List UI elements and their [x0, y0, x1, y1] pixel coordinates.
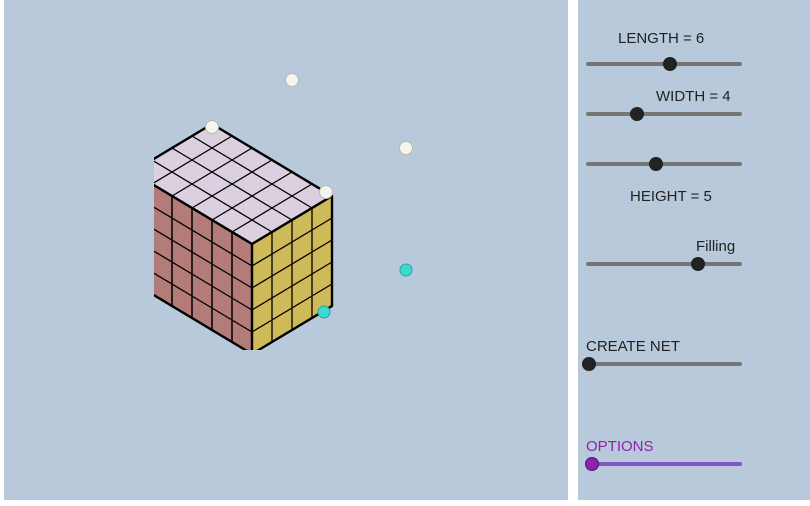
create-net-slider-thumb[interactable]: [582, 357, 596, 371]
prism-vertex-white-1[interactable]: [205, 120, 219, 134]
length-slider-thumb[interactable]: [663, 57, 677, 71]
width-label: WIDTH = 4: [656, 88, 731, 105]
prism-vertex-white-3[interactable]: [319, 185, 333, 199]
controls-panel: LENGTH = 6 WIDTH = 4 HEIGHT = 5 Filling: [578, 0, 810, 500]
prism-vertex-white-0[interactable]: [285, 73, 299, 87]
prism-vertex-cyan-0[interactable]: [400, 264, 413, 277]
length-label: LENGTH = 6: [618, 30, 704, 47]
options-slider-thumb[interactable]: [585, 457, 599, 471]
app-root: LENGTH = 6 WIDTH = 4 HEIGHT = 5 Filling: [0, 0, 810, 506]
width-slider[interactable]: [586, 112, 742, 116]
width-slider-thumb[interactable]: [630, 107, 644, 121]
create-net-label: CREATE NET: [586, 338, 680, 355]
filling-label: Filling: [696, 238, 735, 255]
length-slider[interactable]: [586, 62, 742, 66]
filling-slider-thumb[interactable]: [691, 257, 705, 271]
panel-divider: [568, 0, 578, 500]
options-label: OPTIONS: [586, 438, 654, 455]
height-slider-thumb[interactable]: [649, 157, 663, 171]
filling-slider[interactable]: [586, 262, 742, 266]
canvas-area[interactable]: [4, 0, 568, 500]
options-slider[interactable]: [586, 462, 742, 466]
isometric-prism: [154, 50, 474, 350]
prism-vertex-white-2[interactable]: [399, 141, 413, 155]
height-slider[interactable]: [586, 162, 742, 166]
create-net-slider[interactable]: [586, 362, 742, 366]
height-label: HEIGHT = 5: [630, 188, 712, 205]
prism-vertex-cyan-1[interactable]: [318, 306, 331, 319]
